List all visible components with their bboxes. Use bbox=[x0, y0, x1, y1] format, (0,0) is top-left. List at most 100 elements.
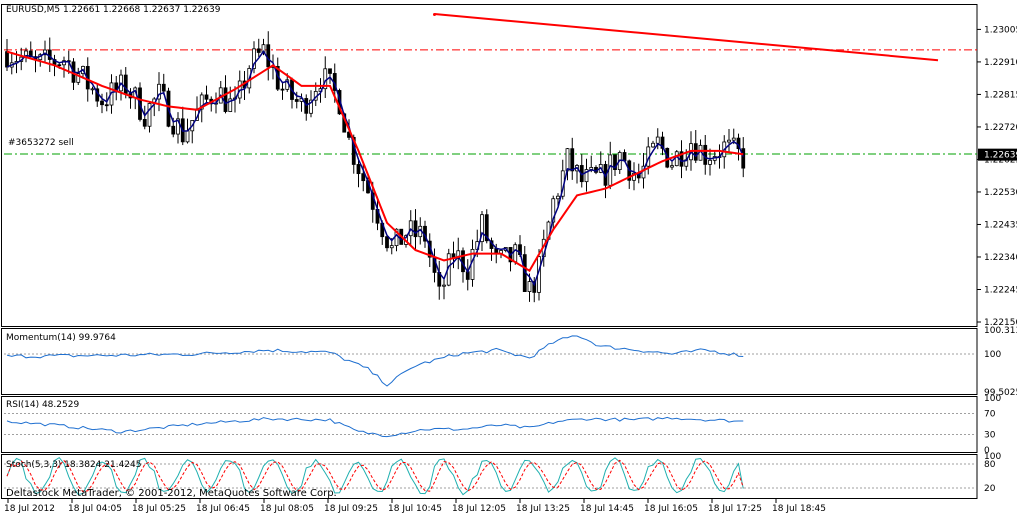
momentum-title: Momentum(14) 99.9764 bbox=[6, 333, 116, 343]
rsi-title: RSI(14) 48.2529 bbox=[6, 400, 79, 410]
candle-body bbox=[622, 152, 627, 162]
candle-body bbox=[651, 142, 655, 148]
candle-body bbox=[442, 284, 446, 287]
candle-body bbox=[104, 104, 109, 107]
candle-body bbox=[157, 83, 161, 100]
candle-body bbox=[565, 148, 570, 172]
stoch-tick-label: 20 bbox=[984, 484, 996, 494]
price-tick-label: 1.22530 bbox=[984, 188, 1017, 198]
price-tick-label: 1.22340 bbox=[984, 253, 1017, 263]
candle-body bbox=[223, 87, 228, 112]
price-tick-label: 1.22910 bbox=[984, 58, 1017, 68]
candle-series bbox=[5, 31, 746, 303]
time-tick-label: 18 Jul 04:05 bbox=[68, 504, 122, 514]
time-tick-label: 18 Jul 14:45 bbox=[580, 504, 634, 514]
momentum-line bbox=[6, 335, 744, 387]
pane-frame-rsi bbox=[1, 396, 978, 453]
candle-body bbox=[161, 83, 166, 92]
candle-body bbox=[513, 244, 518, 263]
candle-body bbox=[608, 154, 613, 186]
momentum-tick-label: 99.5025 bbox=[984, 388, 1017, 398]
stoch-signal-line bbox=[6, 459, 744, 493]
candle-body bbox=[171, 125, 176, 135]
stoch-tick-label: 100 bbox=[984, 452, 1001, 462]
candle-body bbox=[556, 195, 560, 200]
candle-body bbox=[356, 164, 361, 175]
candle-body bbox=[280, 88, 285, 91]
candle-body bbox=[256, 48, 261, 53]
candle-body bbox=[708, 159, 712, 165]
candle-body bbox=[741, 148, 746, 169]
current-price-label: 1.22639 bbox=[984, 151, 1017, 161]
price-tick-label: 1.22815 bbox=[984, 90, 1017, 100]
main-pane-levels bbox=[4, 13, 977, 155]
candle-body bbox=[57, 64, 62, 67]
pane-frame-mom bbox=[1, 328, 978, 395]
candle-body bbox=[204, 94, 209, 100]
time-tick-label: 18 Jul 13:25 bbox=[516, 504, 570, 514]
ma-fast-line bbox=[6, 50, 744, 287]
pane-borders bbox=[1, 4, 978, 499]
candle-body bbox=[613, 154, 617, 170]
rsi-pane bbox=[4, 413, 977, 438]
candle-body bbox=[100, 100, 104, 106]
candle-body bbox=[693, 143, 698, 161]
time-tick-label: 18 Jul 18:45 bbox=[772, 504, 826, 514]
candle-body bbox=[584, 169, 589, 183]
candle-body bbox=[385, 236, 389, 249]
candle-body bbox=[480, 214, 484, 243]
time-tick-label: 18 Jul 09:25 bbox=[324, 504, 378, 514]
time-tick-label: 18 Jul 17:25 bbox=[708, 504, 762, 514]
candle-body bbox=[413, 220, 418, 238]
candle-body bbox=[266, 44, 271, 68]
price-tick-label: 1.22150 bbox=[984, 318, 1017, 328]
time-tick-label: 18 Jul 05:25 bbox=[132, 504, 186, 514]
rsi-tick-label: 70 bbox=[984, 410, 996, 420]
candle-body bbox=[551, 198, 556, 223]
current-price-box bbox=[978, 148, 1017, 161]
candle-body bbox=[655, 136, 660, 144]
candle-body bbox=[123, 74, 128, 94]
time-axis: 18 Jul 2012 18 Jul 04:05 18 Jul 05:25 18 Ju… bbox=[4, 499, 826, 514]
trendline-anchor bbox=[433, 13, 436, 16]
candle-body bbox=[570, 148, 575, 172]
stoch-tick-label: 80 bbox=[984, 460, 996, 470]
trendline bbox=[434, 13, 939, 62]
candle-body bbox=[294, 99, 299, 102]
candle-body bbox=[456, 250, 461, 259]
rsi-line bbox=[6, 416, 744, 438]
candle-body bbox=[5, 51, 9, 68]
candle-body bbox=[389, 245, 394, 249]
rsi-tick-label: 30 bbox=[984, 430, 996, 440]
time-tick-label: 18 Jul 2012 bbox=[4, 504, 55, 514]
time-tick-label: 18 Jul 06:45 bbox=[196, 504, 250, 514]
candle-body bbox=[670, 165, 674, 168]
candle-body bbox=[361, 173, 366, 182]
candle-body bbox=[727, 139, 731, 143]
candle-body bbox=[532, 281, 537, 293]
moving-averages bbox=[6, 50, 744, 287]
stochastic-pane bbox=[4, 456, 977, 496]
candle-body bbox=[328, 68, 332, 74]
order-label: #3653272 sell bbox=[8, 138, 74, 148]
price-axis: 1.230051.229101.228151.227201.226251.225… bbox=[977, 25, 1017, 494]
candle-body bbox=[527, 281, 532, 292]
symbol-header: EURUSD,M5 1.22661 1.22668 1.22637 1.2263… bbox=[6, 5, 221, 15]
time-tick-label: 18 Jul 16:05 bbox=[644, 504, 698, 514]
pane-frame-main bbox=[1, 4, 978, 327]
candle-body bbox=[142, 119, 147, 127]
candle-body bbox=[90, 88, 95, 91]
candle-body bbox=[309, 99, 313, 114]
time-tick-label: 18 Jul 12:05 bbox=[452, 504, 506, 514]
candle-body bbox=[632, 172, 636, 181]
price-tick-label: 1.22245 bbox=[984, 285, 1017, 295]
stoch-title: Stoch(5,3,3) 18.3824 21.4245 bbox=[6, 460, 141, 470]
candle-body bbox=[199, 94, 204, 110]
copyright-text: Deltastock MetaTrader, © 2001-2012, Meta… bbox=[6, 488, 337, 499]
candle-body bbox=[76, 73, 81, 83]
candle-body bbox=[228, 98, 233, 112]
price-tick-label: 1.23005 bbox=[984, 25, 1017, 35]
price-tick-label: 1.22435 bbox=[984, 220, 1017, 230]
